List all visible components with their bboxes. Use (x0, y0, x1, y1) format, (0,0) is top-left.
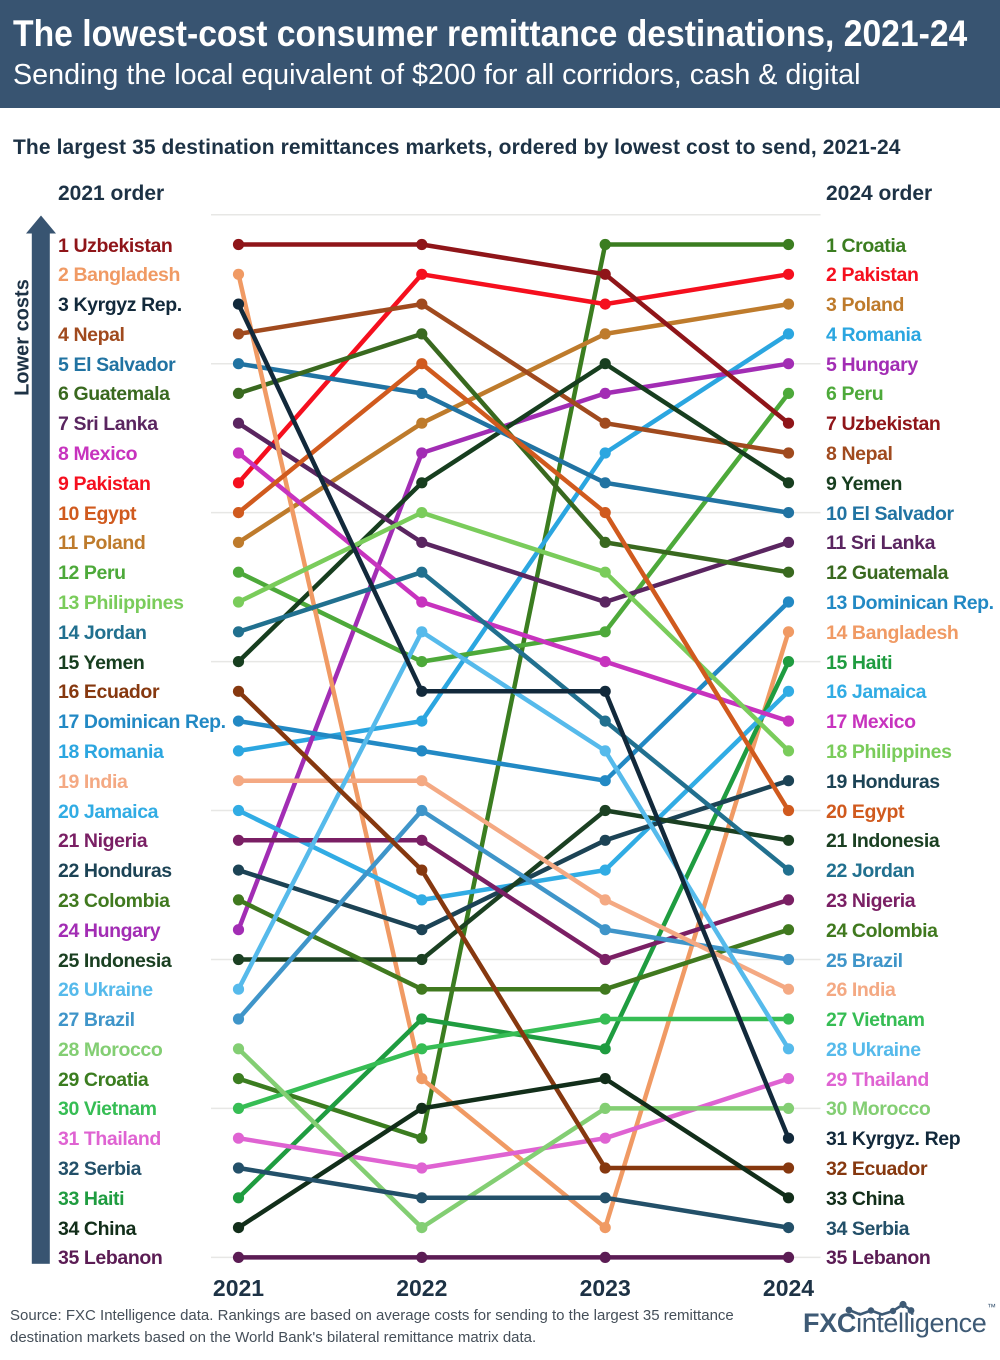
svg-text:™: ™ (987, 1302, 996, 1312)
